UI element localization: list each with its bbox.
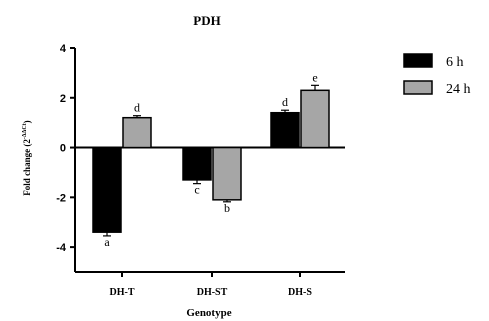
y-tick-label: 2 — [60, 93, 66, 105]
bar-24h-dh-st — [212, 146, 242, 201]
bar-6h-dh-s — [270, 111, 300, 149]
significance-letter: d — [282, 95, 288, 109]
y-tick-label: 0 — [60, 143, 66, 155]
significance-letter: a — [104, 235, 110, 249]
significance-letter: c — [194, 183, 199, 197]
y-axis-label-superscript: -ΔΔCt — [22, 123, 28, 139]
chart-title: PDH — [193, 13, 220, 28]
bar-6h-dh-st — [182, 146, 212, 181]
significance-letter: d — [134, 101, 140, 115]
legend-label-6h: 6 h — [446, 55, 464, 70]
y-tick-label: 4 — [60, 43, 67, 55]
x-tick-label: DH-T — [110, 287, 135, 298]
plot-area: -4 -2 0 2 4 a d DH-T c b DH-ST d e DH-S — [56, 43, 345, 298]
significance-letter: b — [224, 201, 230, 215]
legend-swatch-24h — [403, 80, 433, 95]
legend: 6 h 24 h — [403, 53, 471, 97]
legend-swatch-6h — [403, 53, 433, 68]
x-axis-label: Genotype — [186, 307, 231, 319]
legend-label-24h: 24 h — [446, 82, 471, 97]
y-tick-label: -2 — [56, 192, 66, 204]
bar-24h-dh-s — [300, 89, 330, 149]
bar-24h-dh-t — [122, 116, 152, 149]
y-axis-label-main: Fold change (2 — [22, 139, 32, 196]
y-axis-label: Fold change (2-ΔΔCt) — [22, 120, 32, 195]
y-axis-label-suffix: ) — [22, 120, 32, 123]
x-tick-label: DH-S — [288, 287, 312, 298]
bar-6h-dh-t — [92, 146, 122, 233]
significance-letter: e — [312, 70, 317, 84]
y-tick-label: -4 — [56, 242, 67, 254]
x-tick-label: DH-ST — [197, 287, 228, 298]
